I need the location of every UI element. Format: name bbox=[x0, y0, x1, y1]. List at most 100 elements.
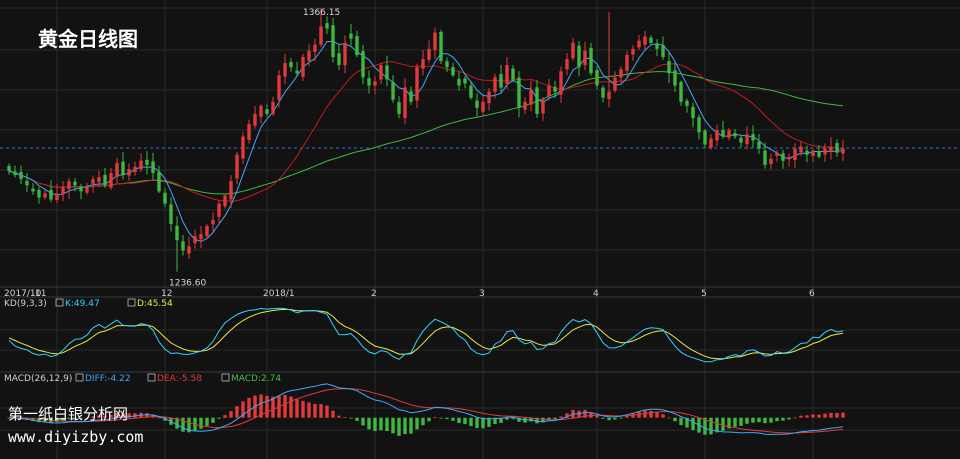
macd-histogram-bar bbox=[835, 412, 839, 418]
macd-histogram-bar bbox=[301, 400, 305, 418]
macd-histogram-bar bbox=[667, 417, 671, 419]
kd-k-line bbox=[8, 307, 844, 363]
macd-value-label: MACD:2.74 bbox=[231, 374, 281, 384]
macd-histogram-bar bbox=[655, 412, 659, 418]
macd-histogram-bar bbox=[733, 417, 737, 427]
candle-body bbox=[157, 171, 161, 192]
macd-histogram-bar bbox=[217, 417, 221, 419]
macd-histogram-bar bbox=[763, 417, 767, 424]
macd-histogram-bar bbox=[487, 417, 491, 427]
macd-dea-line bbox=[8, 388, 844, 434]
candle-body bbox=[505, 65, 509, 84]
macd-histogram-bar bbox=[649, 410, 653, 418]
macd-histogram-bar bbox=[397, 417, 401, 436]
macd-histogram-bar bbox=[187, 417, 191, 433]
macd-histogram-bar bbox=[61, 417, 65, 421]
candle-body bbox=[247, 124, 251, 140]
macd-histogram-bar bbox=[133, 413, 137, 418]
macd-histogram-bar bbox=[427, 417, 431, 422]
candle-body bbox=[547, 85, 551, 96]
d-checkbox[interactable] bbox=[127, 298, 136, 307]
macd-histogram-bar bbox=[751, 417, 755, 423]
candle-body bbox=[709, 138, 713, 148]
candle-body bbox=[175, 225, 179, 241]
macd-histogram-bar bbox=[517, 417, 521, 422]
candle-body bbox=[781, 153, 785, 161]
candle-body bbox=[631, 48, 635, 55]
candle-body bbox=[811, 150, 815, 157]
candle-body bbox=[283, 63, 287, 77]
candle-body bbox=[217, 203, 221, 217]
macd-histogram-bar bbox=[739, 417, 743, 426]
diff-checkbox[interactable] bbox=[75, 373, 84, 382]
macd-histogram-bar bbox=[403, 417, 407, 434]
candle-body bbox=[385, 65, 389, 80]
macd-histogram-bar bbox=[679, 417, 683, 426]
macd-histogram-bar bbox=[685, 417, 689, 428]
macd-checkbox[interactable] bbox=[221, 373, 230, 382]
macd-histogram-bar bbox=[205, 417, 209, 426]
macd-histogram-bar bbox=[643, 410, 647, 418]
candle-body bbox=[103, 175, 107, 186]
macd-histogram-bar bbox=[337, 415, 341, 418]
candle-body bbox=[595, 70, 599, 86]
candle-body bbox=[661, 45, 665, 57]
candle-body bbox=[67, 181, 71, 190]
candle-body bbox=[145, 159, 149, 165]
macd-histogram-bar bbox=[85, 417, 89, 419]
macd-histogram-bar bbox=[469, 417, 473, 427]
candle-body bbox=[337, 53, 341, 66]
candle-body bbox=[379, 65, 383, 80]
candle-body bbox=[181, 241, 185, 251]
macd-histogram-bar bbox=[385, 417, 389, 431]
candle-body bbox=[649, 37, 653, 43]
macd-histogram-bar bbox=[829, 412, 833, 418]
candle-body bbox=[541, 99, 545, 114]
candle-body bbox=[703, 130, 707, 145]
candle-body bbox=[805, 150, 809, 155]
macd-histogram-bar bbox=[445, 417, 449, 420]
candle-body bbox=[235, 154, 239, 179]
macd-histogram-bar bbox=[355, 417, 359, 421]
candle-body bbox=[733, 133, 737, 137]
macd-histogram-bar bbox=[367, 417, 371, 430]
macd-histogram-bar bbox=[235, 406, 239, 418]
macd-histogram-bar bbox=[103, 415, 107, 418]
candle-body bbox=[817, 151, 821, 157]
candle-body bbox=[589, 47, 593, 74]
candle-body bbox=[757, 141, 761, 149]
candle-body bbox=[799, 146, 803, 153]
candle-body bbox=[721, 130, 725, 137]
date-tick-label: 6 bbox=[809, 289, 815, 299]
chart-title: 黄金日线图 bbox=[38, 27, 138, 51]
candle-body bbox=[571, 42, 575, 59]
macd-histogram-bar bbox=[703, 417, 707, 435]
macd-histogram-bar bbox=[31, 417, 35, 421]
candle-body bbox=[271, 101, 275, 115]
macd-histogram-bar bbox=[241, 401, 245, 418]
macd-histogram-bar bbox=[67, 417, 71, 419]
macd-histogram-bar bbox=[181, 417, 185, 432]
macd-histogram-bar bbox=[451, 417, 455, 421]
macd-histogram-bar bbox=[295, 399, 299, 418]
candle-body bbox=[613, 77, 617, 91]
macd-histogram-bar bbox=[601, 417, 605, 419]
macd-histogram-bar bbox=[325, 405, 329, 418]
candle-body bbox=[355, 36, 359, 55]
k-value-label: K:49.47 bbox=[65, 299, 100, 309]
dea-checkbox[interactable] bbox=[147, 373, 156, 382]
candle-body bbox=[559, 71, 563, 95]
macd-histogram-bar bbox=[553, 417, 557, 420]
candle-body bbox=[439, 32, 443, 62]
macd-histogram-bar bbox=[319, 404, 323, 418]
macd-histogram-bar bbox=[109, 414, 113, 418]
macd-histogram-bar bbox=[715, 417, 719, 433]
macd-histogram-bar bbox=[721, 417, 725, 431]
candle-body bbox=[673, 70, 677, 86]
macd-histogram-bar bbox=[475, 417, 479, 429]
macd-histogram-bar bbox=[271, 396, 275, 418]
macd-histogram-bar bbox=[757, 417, 761, 423]
candle-body bbox=[163, 192, 167, 204]
k-checkbox[interactable] bbox=[55, 298, 64, 307]
